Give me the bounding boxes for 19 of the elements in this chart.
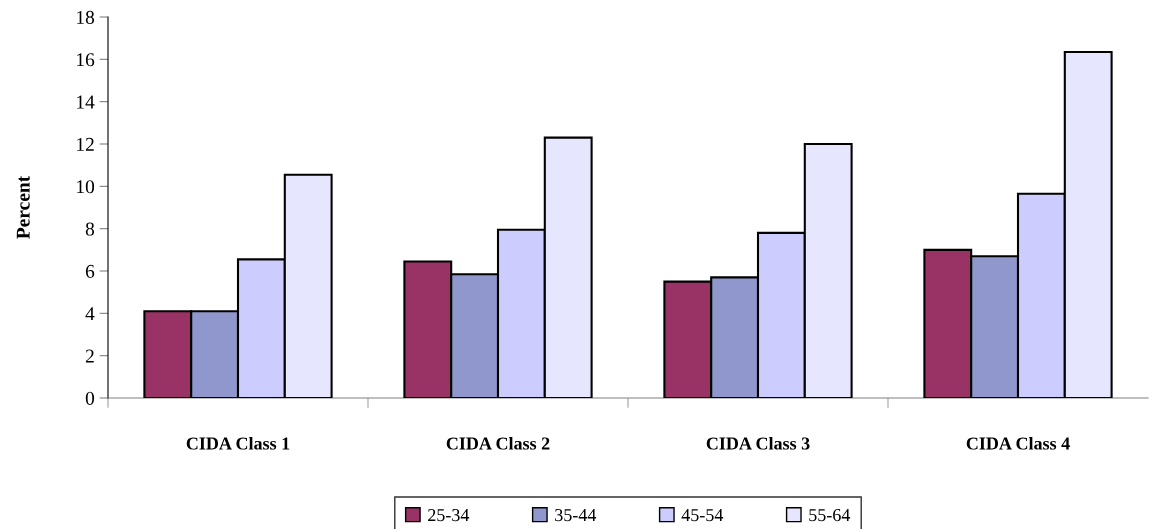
x-tick-label: CIDA Class 2 — [446, 436, 550, 450]
y-tick-label: 6 — [85, 264, 95, 278]
x-tick-label: CIDA Class 4 — [966, 436, 1070, 450]
y-tick-label: 12 — [77, 137, 94, 151]
x-tick-label: CIDA Class 1 — [186, 436, 290, 450]
y-tick-label: 18 — [77, 10, 95, 24]
y-tick-label: 0 — [85, 391, 95, 405]
y-tick-label: 10 — [77, 180, 95, 194]
legend-label: 55-64 — [809, 509, 851, 522]
y-tick-label: 4 — [85, 307, 95, 321]
legend-label: 25-34 — [428, 509, 470, 522]
legend-label: 45-54 — [681, 509, 724, 522]
y-axis-title: Percent — [16, 175, 30, 239]
y-tick-label: 8 — [85, 222, 95, 236]
legend-label: 35-44 — [555, 509, 597, 522]
y-tick-label: 16 — [77, 53, 95, 67]
x-tick-label: CIDA Class 3 — [706, 436, 810, 450]
y-tick-label: 2 — [85, 349, 94, 363]
y-tick-label: 14 — [77, 95, 95, 109]
